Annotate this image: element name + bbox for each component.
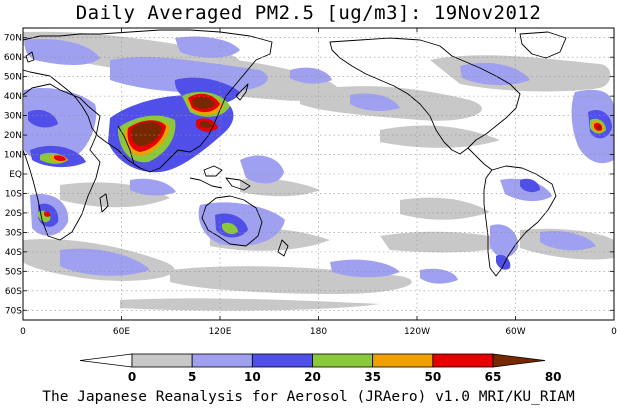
lat-tick-label: 70S <box>5 306 22 316</box>
lat-tick-label: 40N <box>4 92 22 102</box>
coastlines <box>23 29 567 277</box>
lat-tick-label: 10S <box>5 189 22 199</box>
colorbar-segment <box>432 353 494 368</box>
lon-tick-label: 180 <box>310 327 327 337</box>
colorbar-segment <box>492 353 546 368</box>
lat-tick-label: 60N <box>4 53 22 63</box>
latitude-axis: 70N 60N 50N 40N 30N 20N 10N EQ 10S 20S 30S 40S 50S 60… <box>4 34 614 316</box>
lat-tick-label: 50N <box>4 73 22 83</box>
coastline-maritime-se-asia <box>189 165 251 191</box>
colorbar-segment <box>131 353 193 368</box>
footer-credit: The Japanese Reanalysis for Aerosol (JRA… <box>42 389 575 405</box>
lat-tick-label: 50S <box>5 267 22 277</box>
coastline-british-isles <box>25 51 35 63</box>
lat-tick-label: 40S <box>5 248 22 258</box>
coastline-japan <box>235 83 249 101</box>
colorbar-label: 5 <box>188 370 196 384</box>
colorbar-segment <box>251 353 313 368</box>
colorbar-label: 10 <box>244 370 261 384</box>
lat-tick-label: 70N <box>4 34 22 44</box>
colorbar: 0 5 10 20 35 50 65 80 <box>79 353 562 384</box>
colorbar-label: 35 <box>364 370 381 384</box>
colorbar-label: 65 <box>485 370 502 384</box>
lon-tick-label: 60W <box>505 327 525 337</box>
colorbar-segment <box>79 353 133 368</box>
lat-tick-label: 20N <box>4 131 22 141</box>
pm25-level-10-20 <box>24 36 614 284</box>
coastline-madagascar <box>99 193 109 213</box>
colorbar-segment <box>191 353 253 368</box>
lon-tick-label: 0 <box>20 327 26 337</box>
coastline-eurasia <box>23 29 273 173</box>
longitude-axis: 0 60E 120E 180 120W 60W 0 <box>20 28 617 337</box>
coastline-south-america <box>483 165 557 277</box>
colorbar-label: 20 <box>304 370 321 384</box>
coastline-north-america <box>329 37 521 155</box>
lat-tick-label: EQ <box>9 170 22 180</box>
colorbar-label: 0 <box>128 370 136 384</box>
coastline-central-america <box>467 147 493 171</box>
lon-tick-label: 60E <box>113 327 130 337</box>
coastline-australia <box>201 195 263 247</box>
coastline-new-zealand <box>277 239 289 257</box>
coastline-greenland <box>519 31 567 59</box>
colorbar-label: 80 <box>545 370 562 384</box>
map-title: Daily Averaged PM2.5 [ug/m3]: 19Nov2012 <box>75 2 542 24</box>
colorbar-segment <box>312 353 374 368</box>
lat-tick-label: 10N <box>4 151 22 161</box>
lat-tick-label: 30S <box>5 228 22 238</box>
colorbar-segment <box>372 353 434 368</box>
pm25-level-above-80 <box>131 97 602 146</box>
colorbar-label: 50 <box>424 370 441 384</box>
lon-tick-label: 120E <box>209 327 232 337</box>
coastline-africa <box>23 83 101 241</box>
lat-tick-label: 30N <box>4 112 22 122</box>
pm25-field <box>23 31 614 311</box>
lon-tick-label: 0 <box>611 327 617 337</box>
lat-tick-label: 60S <box>5 287 22 297</box>
lon-tick-label: 120W <box>404 327 430 337</box>
lat-tick-label: 20S <box>5 209 22 219</box>
coastline-india <box>117 125 141 169</box>
